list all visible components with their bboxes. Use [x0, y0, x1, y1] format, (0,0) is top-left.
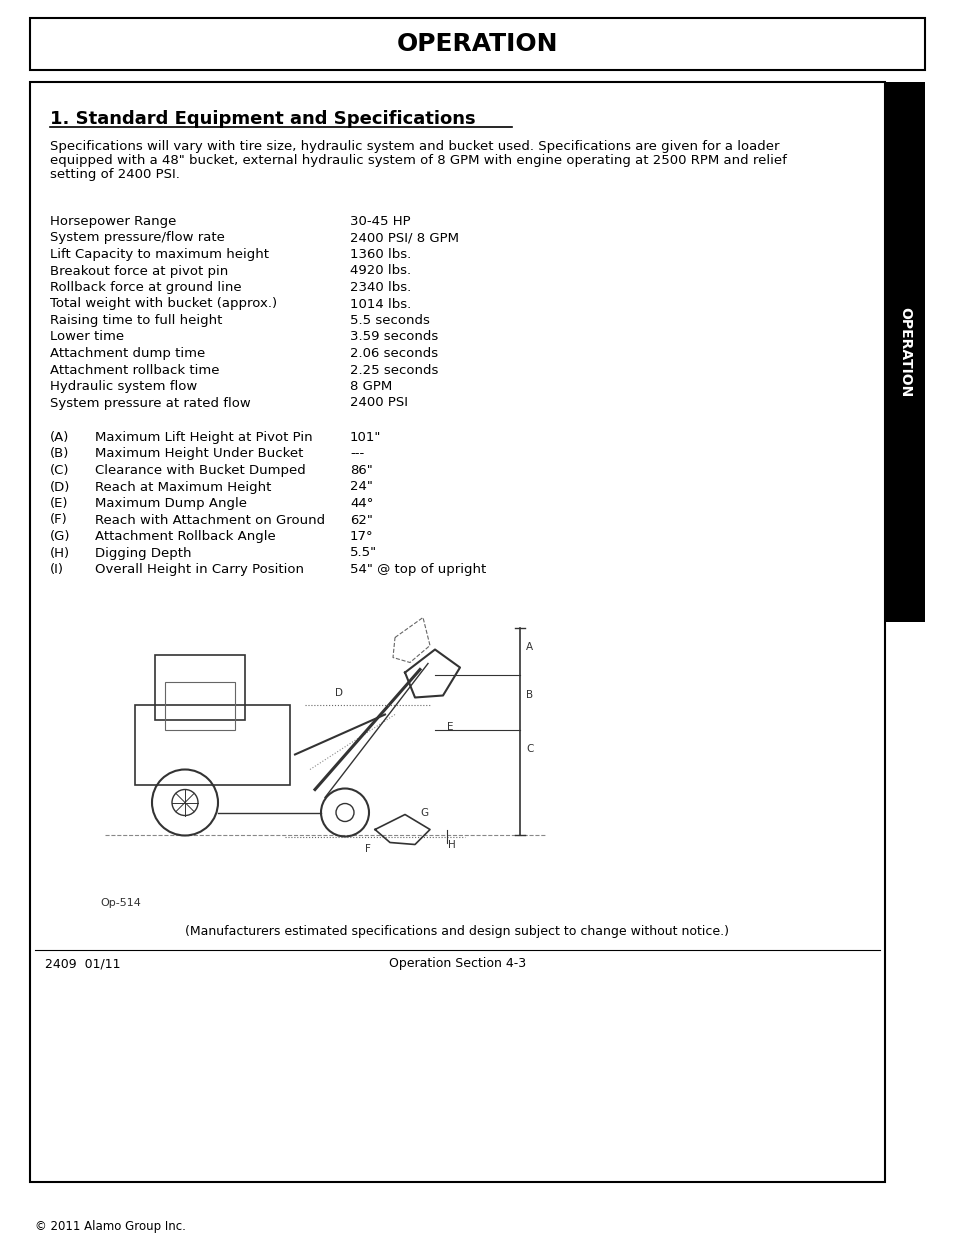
Text: 17°: 17°	[350, 530, 374, 543]
Text: 4920 lbs.: 4920 lbs.	[350, 264, 411, 278]
Text: 2.06 seconds: 2.06 seconds	[350, 347, 437, 359]
Text: 54" @ top of upright: 54" @ top of upright	[350, 563, 486, 576]
Text: Total weight with bucket (approx.): Total weight with bucket (approx.)	[50, 298, 276, 310]
Text: 1. Standard Equipment and Specifications: 1. Standard Equipment and Specifications	[50, 110, 476, 128]
Text: Maximum Lift Height at Pivot Pin: Maximum Lift Height at Pivot Pin	[95, 431, 313, 445]
Text: C: C	[525, 745, 533, 755]
Text: (Manufacturers estimated specifications and design subject to change without not: (Manufacturers estimated specifications …	[185, 925, 729, 937]
Bar	[884, 82, 924, 622]
Text: 5.5 seconds: 5.5 seconds	[350, 314, 430, 327]
Text: Breakout force at pivot pin: Breakout force at pivot pin	[50, 264, 228, 278]
Text: Reach at Maximum Height: Reach at Maximum Height	[95, 480, 271, 494]
Text: Attachment dump time: Attachment dump time	[50, 347, 205, 359]
Text: (G): (G)	[50, 530, 71, 543]
Text: Rollback force at ground line: Rollback force at ground line	[50, 282, 241, 294]
Text: F: F	[365, 845, 371, 855]
Text: (C): (C)	[50, 464, 70, 477]
Text: Operation Section 4-3: Operation Section 4-3	[389, 957, 525, 971]
Text: 44°: 44°	[350, 496, 373, 510]
Text: 1014 lbs.: 1014 lbs.	[350, 298, 411, 310]
Text: 101": 101"	[350, 431, 381, 445]
Text: © 2011 Alamo Group Inc.: © 2011 Alamo Group Inc.	[35, 1220, 186, 1233]
Text: (A): (A)	[50, 431, 70, 445]
Text: 2400 PSI/ 8 GPM: 2400 PSI/ 8 GPM	[350, 231, 458, 245]
Text: Hydraulic system flow: Hydraulic system flow	[50, 380, 197, 393]
Text: A: A	[525, 642, 533, 652]
Bar	[30, 82, 884, 1182]
Text: 2340 lbs.: 2340 lbs.	[350, 282, 411, 294]
Text: System pressure at rated flow: System pressure at rated flow	[50, 396, 251, 410]
Text: E: E	[447, 722, 453, 732]
Text: Attachment rollback time: Attachment rollback time	[50, 363, 219, 377]
Text: 1360 lbs.: 1360 lbs.	[350, 248, 411, 261]
Text: (B): (B)	[50, 447, 70, 461]
Text: Lower time: Lower time	[50, 331, 124, 343]
Text: (F): (F)	[50, 514, 68, 526]
Text: 86": 86"	[350, 464, 373, 477]
Text: B: B	[525, 689, 533, 699]
Text: D: D	[335, 688, 343, 698]
Text: G: G	[419, 808, 428, 818]
Bar	[135, 704, 290, 784]
Text: 3.59 seconds: 3.59 seconds	[350, 331, 437, 343]
Text: Raising time to full height: Raising time to full height	[50, 314, 222, 327]
Text: (D): (D)	[50, 480, 71, 494]
Text: ---: ---	[350, 447, 364, 461]
Text: 5.5": 5.5"	[350, 547, 376, 559]
Text: Op-514: Op-514	[100, 898, 141, 908]
Text: (H): (H)	[50, 547, 71, 559]
Text: Clearance with Bucket Dumped: Clearance with Bucket Dumped	[95, 464, 305, 477]
Text: 30-45 HP: 30-45 HP	[350, 215, 410, 228]
Text: 2400 PSI: 2400 PSI	[350, 396, 408, 410]
Text: 24": 24"	[350, 480, 373, 494]
Text: System pressure/flow rate: System pressure/flow rate	[50, 231, 225, 245]
Text: 8 GPM: 8 GPM	[350, 380, 392, 393]
Text: 2409  01/11: 2409 01/11	[45, 957, 120, 971]
Text: Overall Height in Carry Position: Overall Height in Carry Position	[95, 563, 304, 576]
Text: Maximum Dump Angle: Maximum Dump Angle	[95, 496, 247, 510]
Bar	[30, 19, 924, 70]
Text: OPERATION: OPERATION	[396, 32, 558, 56]
Text: 62": 62"	[350, 514, 373, 526]
Text: Attachment Rollback Angle: Attachment Rollback Angle	[95, 530, 275, 543]
Text: H: H	[448, 840, 456, 850]
Bar	[165, 682, 234, 730]
Text: setting of 2400 PSI.: setting of 2400 PSI.	[50, 168, 180, 182]
Text: OPERATION: OPERATION	[897, 306, 911, 398]
Text: 2.25 seconds: 2.25 seconds	[350, 363, 438, 377]
Bar	[154, 655, 245, 720]
Text: Lift Capacity to maximum height: Lift Capacity to maximum height	[50, 248, 269, 261]
Text: (E): (E)	[50, 496, 69, 510]
Text: (I): (I)	[50, 563, 64, 576]
Text: Maximum Height Under Bucket: Maximum Height Under Bucket	[95, 447, 303, 461]
Text: equipped with a 48" bucket, external hydraulic system of 8 GPM with engine opera: equipped with a 48" bucket, external hyd…	[50, 154, 786, 167]
Text: Horsepower Range: Horsepower Range	[50, 215, 176, 228]
Text: Reach with Attachment on Ground: Reach with Attachment on Ground	[95, 514, 325, 526]
Text: Digging Depth: Digging Depth	[95, 547, 192, 559]
Text: Specifications will vary with tire size, hydraulic system and bucket used. Speci: Specifications will vary with tire size,…	[50, 140, 779, 153]
